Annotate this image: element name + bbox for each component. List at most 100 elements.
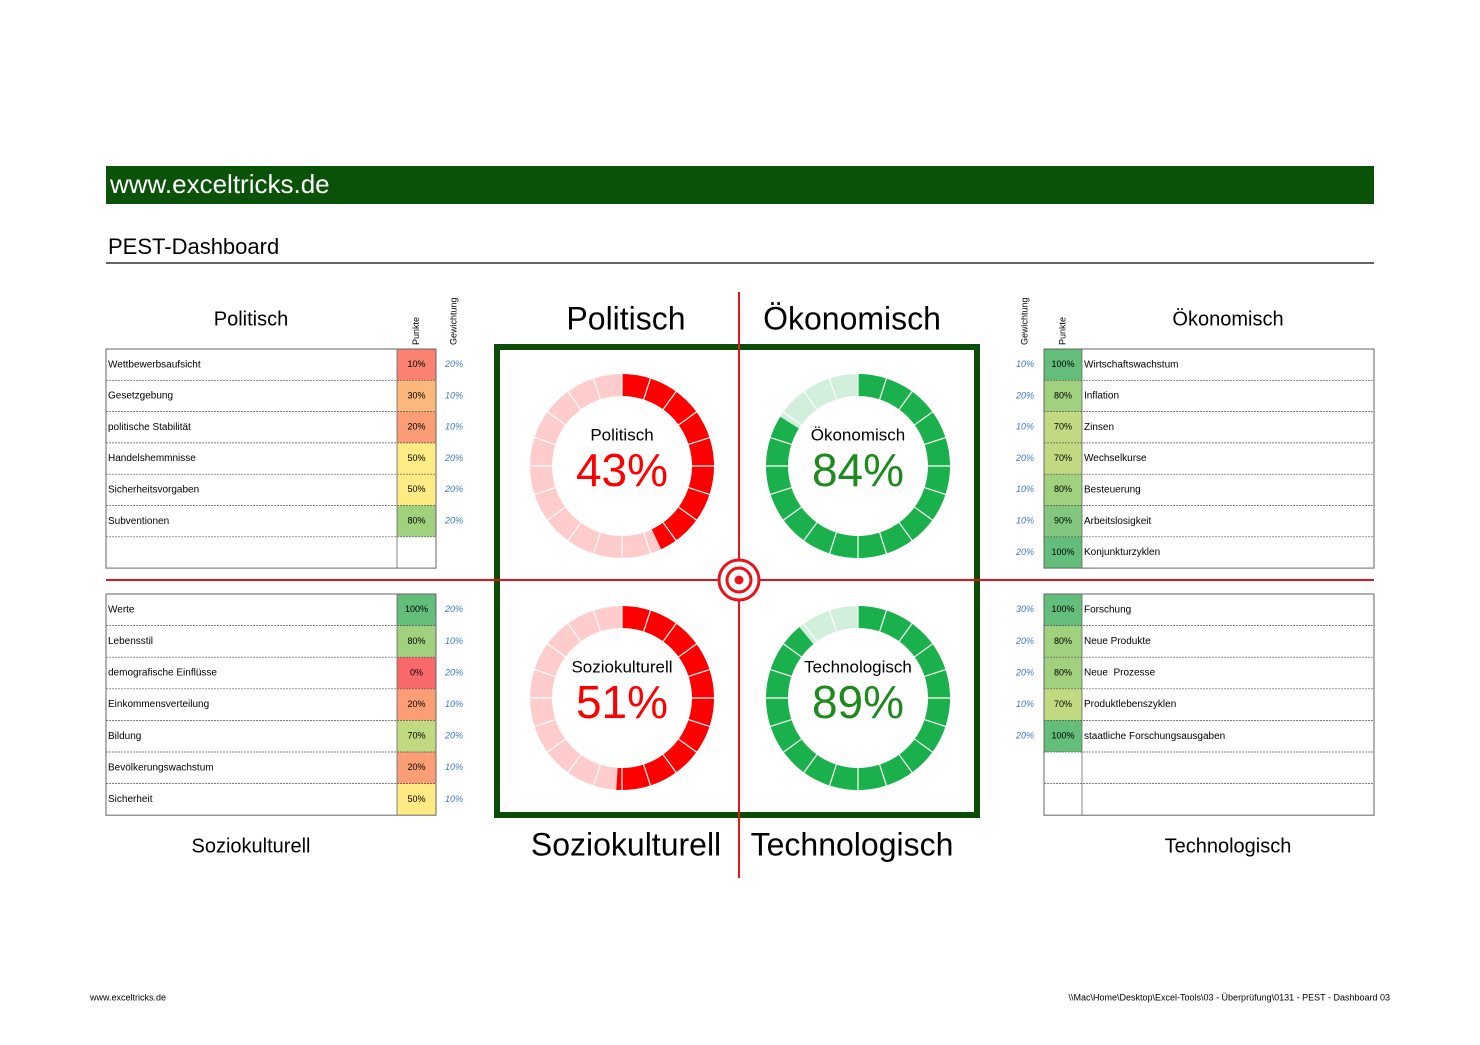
score: 80% — [1054, 390, 1072, 400]
column-header: Punkte — [411, 317, 421, 345]
target — [725, 566, 753, 594]
row-label: Einkommensverteilung — [108, 699, 209, 710]
segment-divider — [913, 410, 934, 426]
segment-divider — [677, 642, 698, 658]
score-cell — [397, 442, 436, 475]
segment-divider — [662, 390, 678, 411]
table-title: Politisch — [214, 308, 288, 330]
segment-divider — [828, 531, 838, 555]
segment-divider — [898, 622, 914, 643]
segment-divider — [802, 753, 818, 774]
segment-divider — [566, 753, 582, 774]
row-label: Konjunkturzyklen — [1084, 547, 1160, 558]
score-cell — [397, 688, 436, 721]
weight: 10% — [1016, 359, 1034, 369]
weight: 10% — [1016, 422, 1034, 432]
score: 90% — [1054, 516, 1072, 526]
score-cell — [397, 594, 436, 626]
weight: 20% — [1015, 390, 1034, 400]
score-cell — [1044, 411, 1082, 443]
donut-value — [616, 606, 714, 790]
segment-divider — [662, 622, 678, 643]
weight: 10% — [445, 699, 463, 709]
score-cell — [397, 536, 436, 569]
score-cell — [397, 474, 436, 506]
weight: 20% — [1015, 636, 1034, 646]
segment-divider — [592, 531, 602, 555]
score: 100% — [1051, 547, 1074, 557]
score-cell — [1044, 752, 1082, 784]
score-cell — [1044, 442, 1082, 475]
score: 80% — [407, 516, 425, 526]
column-header: Gewichtung — [448, 297, 458, 345]
score: 80% — [1054, 667, 1072, 677]
segment-divider — [923, 486, 947, 496]
segment-divider — [642, 763, 652, 787]
quadrant-label: Soziokulturell — [531, 826, 721, 862]
segment-divider — [546, 506, 567, 522]
segment-divider — [533, 486, 557, 496]
segment-divider — [687, 718, 711, 728]
weight: 20% — [444, 604, 463, 614]
score-cell — [1044, 625, 1082, 658]
score: 80% — [1054, 636, 1072, 646]
segment-divider — [782, 506, 803, 522]
target — [734, 575, 744, 585]
segment-divider — [546, 738, 567, 754]
segment-divider — [878, 531, 888, 555]
column-header: Punkte — [1057, 317, 1067, 345]
banner — [106, 166, 1374, 204]
score: 80% — [1054, 484, 1072, 494]
row-label: Forschung — [1084, 604, 1131, 615]
donut-rest — [799, 606, 858, 645]
weight: 10% — [1016, 516, 1034, 526]
weight: 20% — [444, 484, 463, 494]
row-label: Handelshemmnisse — [108, 453, 196, 464]
score: 100% — [1051, 731, 1074, 741]
segment-divider — [923, 668, 947, 678]
score-cell — [1044, 536, 1082, 569]
table-title: Soziokulturell — [192, 835, 311, 857]
segment-divider — [878, 609, 888, 633]
score: 30% — [407, 390, 425, 400]
score: 50% — [407, 453, 425, 463]
donut-title: Ökonomisch — [811, 425, 905, 444]
quadrant-label: Politisch — [566, 300, 685, 336]
score-cell — [1044, 783, 1082, 816]
weight: 10% — [1016, 699, 1034, 709]
segment-divider — [802, 521, 818, 542]
weight: 20% — [444, 359, 463, 369]
banner-text: www.exceltricks.de — [109, 169, 330, 199]
score-cell — [397, 349, 436, 381]
quadrant-label: Technologisch — [751, 826, 954, 862]
footer-left: www.exceltricks.de — [89, 992, 166, 1002]
score-cell — [397, 380, 436, 412]
segment-divider — [878, 763, 888, 787]
weight: 20% — [1015, 731, 1034, 741]
weight: 10% — [445, 762, 463, 772]
donut-value-label: 89% — [812, 676, 904, 728]
score: 70% — [1054, 422, 1072, 432]
segment-divider — [642, 531, 652, 555]
donut-title: Technologisch — [804, 657, 912, 676]
weight: 10% — [445, 390, 463, 400]
row-label: demografische Einflüsse — [108, 668, 217, 679]
score-cell — [1044, 720, 1082, 752]
segment-divider — [533, 718, 557, 728]
row-label: Neue Produkte — [1084, 636, 1151, 647]
row-label: Bildung — [108, 731, 141, 742]
donut-rest — [529, 606, 622, 790]
segment-divider — [687, 486, 711, 496]
donut-rest — [529, 374, 662, 558]
segment-divider — [913, 738, 934, 754]
page-title: PEST-Dashboard — [108, 234, 279, 259]
score: 50% — [407, 484, 425, 494]
score: 70% — [1054, 453, 1072, 463]
score-cell — [397, 720, 436, 752]
score-cell — [1044, 474, 1082, 506]
score-cell — [1044, 657, 1082, 689]
weight: 10% — [445, 422, 463, 432]
segment-divider — [687, 668, 711, 678]
donut-title: Soziokulturell — [571, 657, 672, 676]
